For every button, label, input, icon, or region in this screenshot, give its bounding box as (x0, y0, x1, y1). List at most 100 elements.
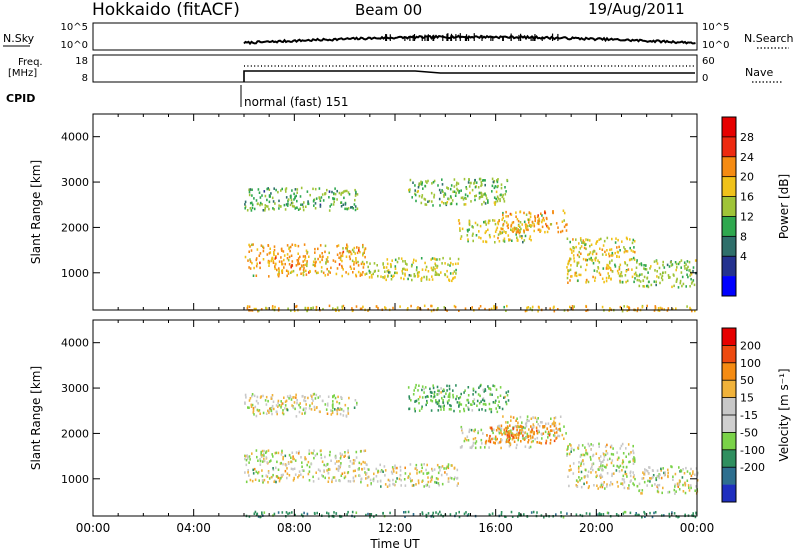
data-cell (465, 187, 468, 191)
data-cell (474, 390, 477, 394)
data-cell (340, 474, 343, 477)
data-cell (258, 409, 261, 412)
data-cell (339, 258, 342, 261)
data-cell (244, 471, 246, 474)
data-cell (409, 178, 412, 182)
data-cell (430, 391, 432, 394)
data-cell (262, 246, 265, 250)
data-cell (406, 263, 408, 266)
data-cell (557, 230, 560, 234)
data-cell (343, 190, 345, 193)
data-cell (292, 269, 295, 273)
data-cell (536, 436, 539, 440)
data-cell (294, 244, 297, 247)
data-cell (481, 179, 484, 182)
data-cell (354, 205, 357, 208)
data-cell (609, 267, 612, 270)
data-cell (281, 411, 284, 415)
data-cell (568, 469, 570, 472)
data-cell (306, 190, 309, 193)
colorbar-swatch (722, 117, 736, 138)
data-cell (479, 446, 482, 449)
data-cell (307, 200, 309, 203)
data-cell (304, 306, 307, 310)
data-cell (369, 271, 372, 274)
data-cell (362, 243, 364, 247)
cpid-label: CPID (6, 92, 35, 105)
data-cell (478, 307, 480, 310)
data-cell (687, 275, 689, 279)
data-cell (347, 207, 350, 210)
data-cell (626, 305, 629, 308)
data-cell (666, 263, 669, 267)
data-cell (375, 467, 378, 471)
data-cell (417, 189, 419, 193)
data-cell (567, 475, 569, 478)
data-cell (304, 410, 307, 413)
data-cell (404, 484, 407, 487)
data-cell (449, 257, 451, 260)
data-cell (363, 248, 366, 252)
data-cell (357, 270, 360, 274)
data-cell (469, 191, 471, 195)
data-cell (400, 276, 402, 280)
data-cell (262, 481, 264, 484)
data-cell (263, 459, 266, 462)
data-cell (685, 263, 687, 266)
data-cell (485, 439, 488, 443)
data-cell (284, 463, 287, 466)
data-cell (337, 244, 340, 247)
data-cell (432, 269, 434, 272)
data-cell (692, 472, 694, 475)
data-cell (658, 474, 660, 477)
data-cell (396, 260, 399, 264)
data-cell (319, 260, 321, 264)
data-cell (387, 275, 389, 278)
data-cell (523, 230, 525, 233)
data-cell (396, 271, 398, 275)
data-cell (585, 468, 587, 472)
data-cell (414, 386, 417, 389)
data-cell (683, 264, 686, 268)
data-cell (489, 393, 491, 396)
colorbar-swatch (722, 415, 736, 433)
data-cell (420, 279, 423, 282)
data-cell (256, 395, 259, 399)
data-cell (315, 305, 318, 309)
data-cell (360, 262, 363, 266)
data-cell (302, 260, 304, 263)
velocity-scatter (244, 383, 699, 519)
data-cell (593, 250, 596, 253)
data-cell (433, 196, 435, 199)
data-cell (327, 260, 329, 263)
data-cell (306, 250, 309, 254)
data-cell (580, 462, 582, 465)
data-cell (509, 212, 512, 216)
data-cell (413, 407, 416, 411)
data-cell (436, 463, 439, 467)
data-cell (421, 480, 423, 483)
data-cell (302, 268, 305, 272)
data-cell (516, 443, 518, 447)
data-cell (580, 470, 583, 474)
data-cell (304, 458, 306, 461)
data-cell (488, 437, 491, 440)
data-cell (537, 214, 539, 217)
data-cell (538, 222, 540, 226)
data-cell (670, 264, 673, 267)
data-cell (302, 264, 305, 267)
data-cell (420, 257, 423, 260)
data-cell (410, 399, 412, 402)
data-cell (609, 307, 611, 310)
data-cell (446, 275, 449, 279)
data-cell (563, 425, 565, 428)
data-cell (340, 395, 342, 399)
data-cell (436, 393, 439, 396)
data-cell (589, 455, 592, 459)
data-cell (612, 453, 615, 456)
data-cell (384, 275, 386, 278)
data-cell (496, 180, 499, 184)
data-cell (421, 183, 423, 186)
data-cell (596, 513, 598, 516)
